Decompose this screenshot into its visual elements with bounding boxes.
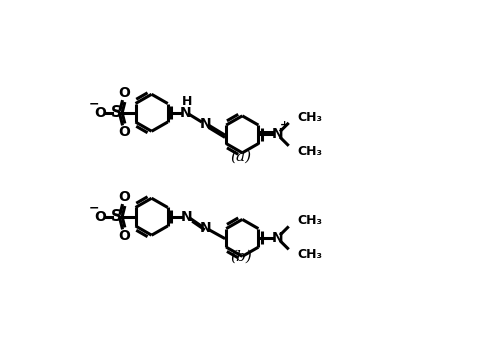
Text: N: N (180, 210, 192, 224)
Text: O: O (118, 126, 130, 139)
Text: (a): (a) (230, 150, 252, 164)
Text: H: H (182, 95, 192, 108)
Text: −: − (88, 202, 99, 215)
Text: N: N (200, 221, 211, 235)
Text: CH₃: CH₃ (298, 145, 322, 158)
Text: O: O (94, 106, 106, 120)
Text: CH₃: CH₃ (298, 248, 322, 261)
Text: +: + (280, 120, 289, 130)
Text: N: N (272, 231, 283, 245)
Text: O: O (118, 229, 130, 243)
Text: S: S (111, 209, 122, 224)
Text: (b): (b) (230, 250, 252, 264)
Text: N: N (200, 117, 211, 131)
Text: N: N (180, 106, 192, 120)
Text: −: − (88, 98, 99, 111)
Text: O: O (94, 210, 106, 224)
Text: S: S (111, 105, 122, 120)
Text: N: N (272, 127, 283, 141)
Text: O: O (118, 86, 130, 100)
Text: CH₃: CH₃ (298, 214, 322, 227)
Text: CH₃: CH₃ (298, 111, 322, 124)
Text: O: O (118, 190, 130, 204)
